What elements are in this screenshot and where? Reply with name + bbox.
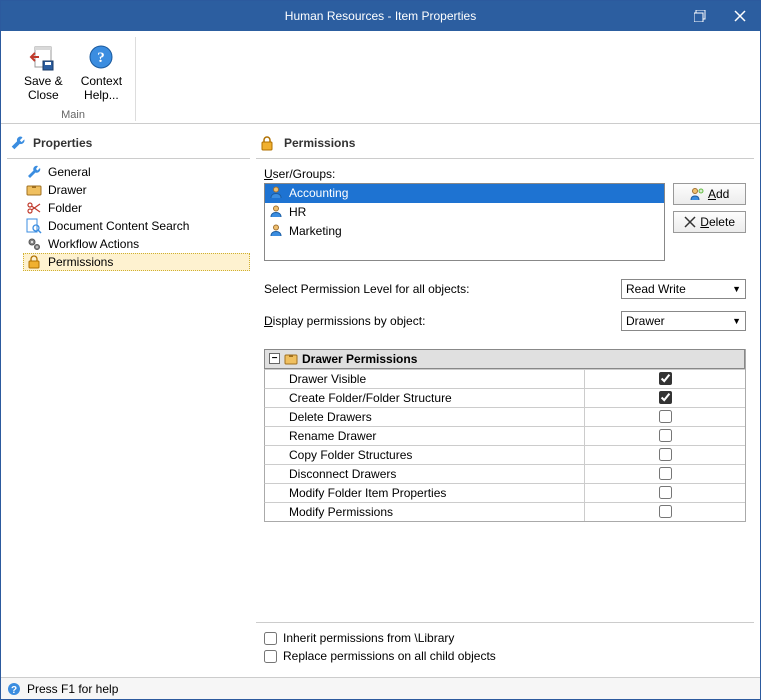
replace-permissions-checkbox[interactable]: Replace permissions on all child objects [264,649,746,663]
user-item[interactable]: HR [265,203,664,222]
permission-name: Disconnect Drawers [265,465,585,483]
ribbon: Save & Close ? Context Help... Main [1,31,760,124]
titlebar: Human Resources - Item Properties [1,1,760,31]
permission-name: Modify Folder Item Properties [265,484,585,502]
display-by-row: Display permissions by object: Drawer ▼ [264,311,746,331]
permission-row: Copy Folder Structures [264,445,745,464]
display-by-dropdown[interactable]: Drawer ▼ [621,311,746,331]
permission-level-dropdown[interactable]: Read Write ▼ [621,279,746,299]
permission-row: Create Folder/Folder Structure [264,388,745,407]
display-by-value: Drawer [626,314,665,328]
permission-row: Rename Drawer [264,426,745,445]
chevron-down-icon: ▼ [732,284,741,294]
permission-name: Delete Drawers [265,408,585,426]
delete-icon [684,216,696,228]
gears-icon [26,236,42,252]
ribbon-group-main: Save & Close ? Context Help... Main [11,37,136,121]
footer-options: Inherit permissions from \Library Replac… [256,622,754,671]
permission-checkbox[interactable] [659,429,672,442]
drawer-icon [284,352,298,366]
wrench-icon [26,164,42,180]
permission-level-value: Read Write [626,282,686,296]
statusbar: ? Press F1 for help [1,677,760,699]
permission-level-row: Select Permission Level for all objects:… [264,279,746,299]
context-help-label-1: Context [81,74,122,88]
permission-name: Modify Permissions [265,503,585,521]
properties-panel: Properties GeneralDrawerFolderDocument C… [7,130,250,671]
restore-icon [694,10,706,22]
add-user-icon [690,187,704,201]
permission-checkbox[interactable] [659,505,672,518]
statusbar-text: Press F1 for help [27,682,118,696]
help-icon: ? [85,41,117,73]
permissions-group-header[interactable]: − Drawer Permissions [264,349,745,369]
restore-button[interactable] [680,1,720,31]
collapse-icon[interactable]: − [269,353,280,364]
search-icon [26,218,42,234]
user-item[interactable]: Accounting [265,184,664,203]
permission-level-label: Select Permission Level for all objects: [264,282,613,296]
permission-row: Modify Folder Item Properties [264,483,745,502]
permissions-header: Permissions [256,130,754,159]
permission-checkbox[interactable] [659,467,672,480]
save-close-label-2: Close [28,88,59,102]
properties-tree: GeneralDrawerFolderDocument Content Sear… [7,163,250,271]
user-groups-buttons: Add Delete [673,183,746,261]
tree-item-drawer[interactable]: Drawer [23,181,250,199]
close-button[interactable] [720,1,760,31]
context-help-button[interactable]: ? Context Help... [74,37,129,107]
svg-text:?: ? [11,685,17,696]
user-groups-label: User/Groups: [264,167,746,181]
help-icon: ? [7,682,21,696]
save-close-button[interactable]: Save & Close [17,37,70,107]
permission-row: Disconnect Drawers [264,464,745,483]
svg-text:?: ? [98,50,106,66]
permission-checkbox[interactable] [659,410,672,423]
add-button[interactable]: Add [673,183,746,205]
user-icon [269,185,283,202]
ribbon-group-label: Main [61,109,85,121]
save-close-label-1: Save & [24,74,63,88]
permission-row: Delete Drawers [264,407,745,426]
wrench-icon [9,134,27,152]
permission-name: Copy Folder Structures [265,446,585,464]
user-icon [269,223,283,240]
close-icon [734,10,746,22]
display-by-label: Display permissions by object: [264,314,613,328]
delete-button[interactable]: Delete [673,211,746,233]
user-groups-list[interactable]: AccountingHRMarketing [264,183,665,261]
tree-item-document-content-search[interactable]: Document Content Search [23,217,250,235]
properties-header: Properties [7,130,250,159]
lock-icon [26,254,42,270]
chevron-down-icon: ▼ [732,316,741,326]
permission-row: Drawer Visible [264,369,745,388]
drawer-icon [26,182,42,198]
tree-item-workflow-actions[interactable]: Workflow Actions [23,235,250,253]
permissions-panel: Permissions User/Groups: AccountingHRMar… [256,130,754,671]
permission-row: Modify Permissions [264,502,745,521]
save-close-icon [27,41,59,73]
user-item[interactable]: Marketing [265,222,664,241]
permission-checkbox[interactable] [659,372,672,385]
tree-item-folder[interactable]: Folder [23,199,250,217]
window-title: Human Resources - Item Properties [1,9,760,23]
lock-icon [258,134,276,152]
inherit-permissions-checkbox[interactable]: Inherit permissions from \Library [264,631,746,645]
permission-name: Drawer Visible [265,370,585,388]
context-help-label-2: Help... [84,88,119,102]
permission-checkbox[interactable] [659,486,672,499]
permissions-table: − Drawer Permissions Drawer VisibleCreat… [264,349,746,522]
user-groups-section: User/Groups: AccountingHRMarketing Add D… [256,167,754,261]
tree-item-general[interactable]: General [23,163,250,181]
permission-name: Create Folder/Folder Structure [265,389,585,407]
window-buttons [680,1,760,31]
user-icon [269,204,283,221]
tree-item-permissions[interactable]: Permissions [23,253,250,271]
workspace: Properties GeneralDrawerFolderDocument C… [1,124,760,677]
permission-checkbox[interactable] [659,391,672,404]
permission-checkbox[interactable] [659,448,672,461]
scissors-icon [26,200,42,216]
permission-name: Rename Drawer [265,427,585,445]
